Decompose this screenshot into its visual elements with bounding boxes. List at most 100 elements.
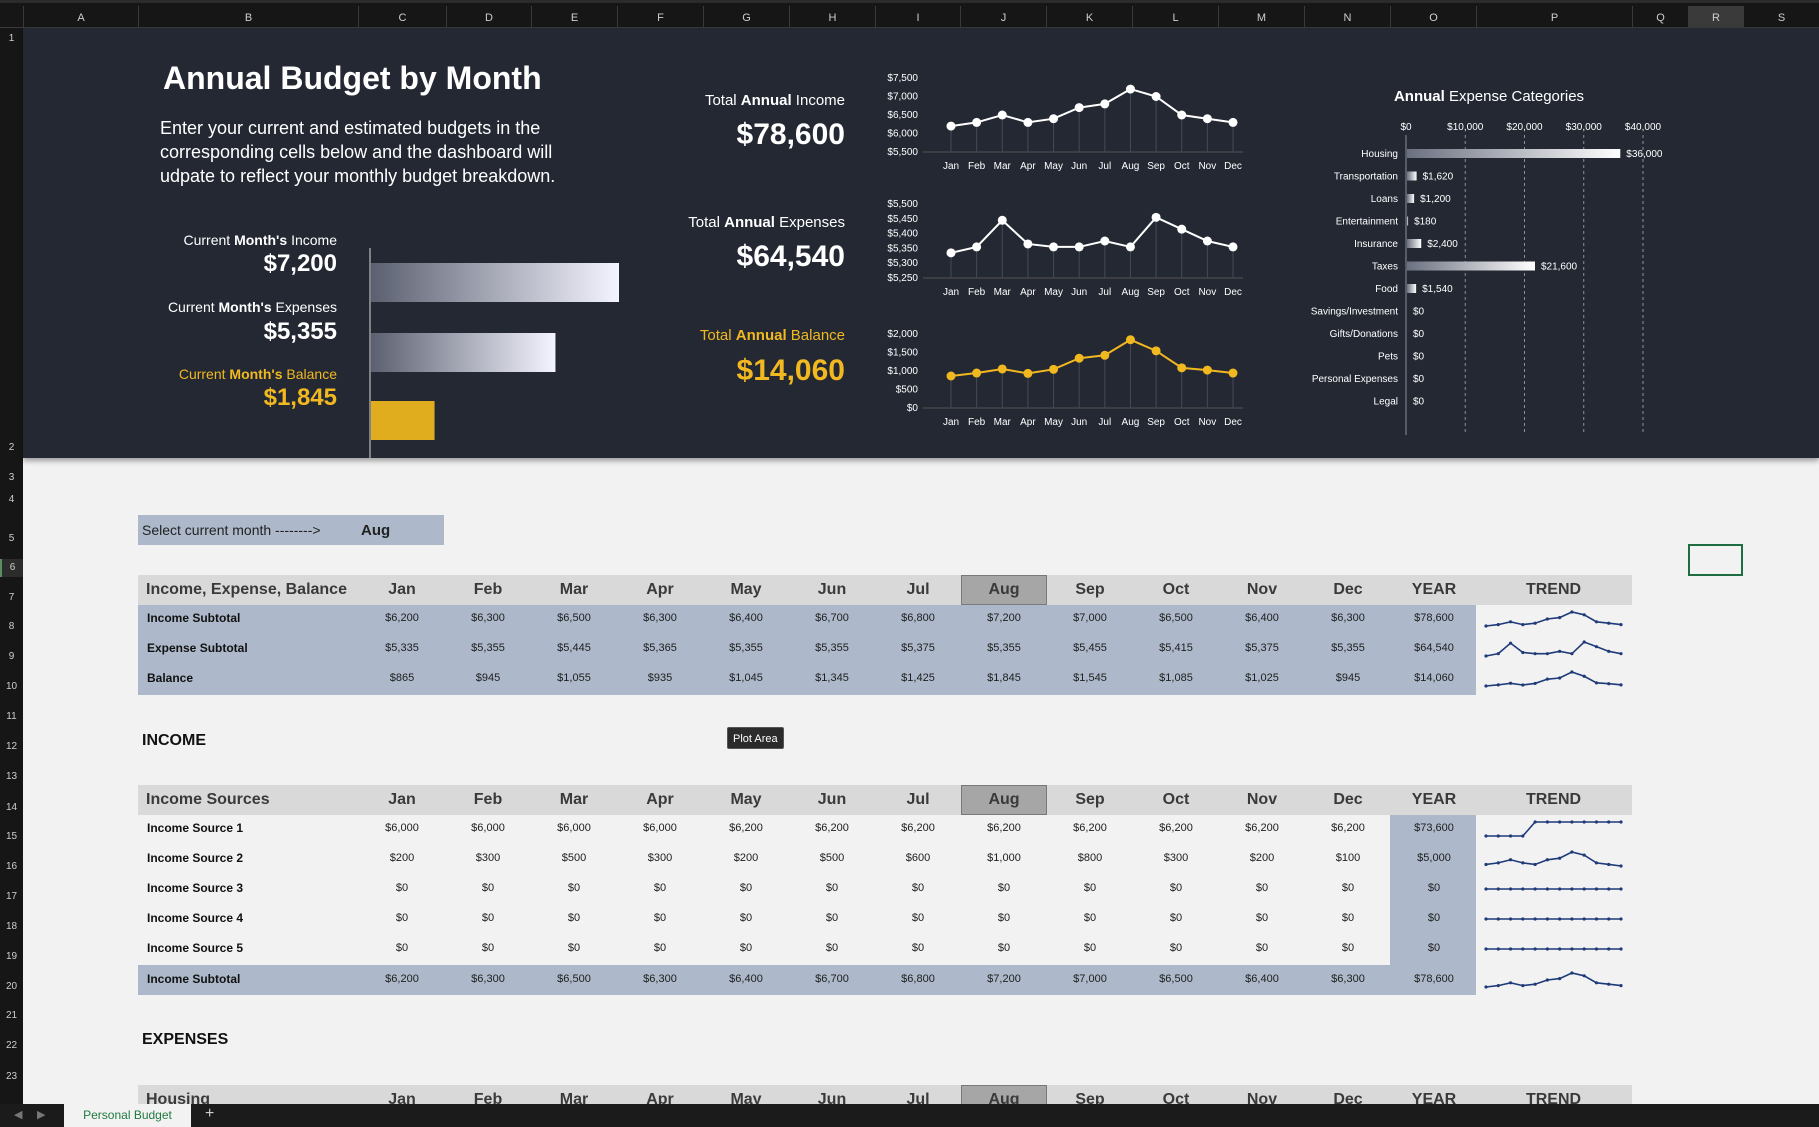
summary-cell[interactable]: $6,300	[471, 612, 505, 624]
summary-cell[interactable]: $1,545	[1073, 672, 1107, 684]
summary-cell[interactable]: $6,500	[1159, 612, 1193, 624]
income-cell[interactable]: $0	[739, 882, 753, 894]
row-header-5[interactable]: 5	[8, 533, 15, 544]
income-cell[interactable]: $0	[481, 882, 495, 894]
data-point[interactable]	[1151, 212, 1161, 222]
summary-cell[interactable]: $6,300	[1331, 612, 1365, 624]
income-line-chart[interactable]: $7,500 $7,000 $6,500 $6,000 $5,500 Jan Feb Mar A…	[848, 70, 1268, 200]
income-cell[interactable]: $300	[647, 852, 673, 864]
income-cell[interactable]: $0	[1255, 882, 1269, 894]
summary-cell[interactable]: $6,400	[729, 612, 763, 624]
row-header-23[interactable]: 23	[5, 1071, 18, 1082]
income-cell[interactable]: $0	[1341, 912, 1355, 924]
income-cell[interactable]: $0	[395, 882, 409, 894]
row-header-7[interactable]: 7	[8, 592, 15, 603]
income-cell[interactable]: $0	[739, 942, 753, 954]
data-point[interactable]	[1125, 242, 1135, 252]
income-cell[interactable]: $0	[1083, 882, 1097, 894]
add-sheet-button[interactable]: +	[205, 1105, 215, 1122]
expenses-line-chart[interactable]: $5,500 $5,450 $5,400 $5,350 $5,300 $5,250 Jan F…	[848, 196, 1268, 326]
income-cell[interactable]: $6,200	[729, 822, 763, 834]
income-cell[interactable]: $0	[1255, 912, 1269, 924]
data-point[interactable]	[1049, 242, 1059, 252]
income-cell[interactable]: $0	[395, 912, 409, 924]
income-cell[interactable]: $200	[389, 852, 415, 864]
row-header-8[interactable]: 8	[8, 621, 15, 632]
row-header-14[interactable]: 14	[5, 802, 18, 813]
data-point[interactable]	[946, 371, 956, 381]
income-cell[interactable]: $0	[653, 942, 667, 954]
income-cell[interactable]: $300	[475, 852, 501, 864]
summary-cell[interactable]: $7,200	[987, 612, 1021, 624]
data-point[interactable]	[946, 248, 956, 258]
column-header-P[interactable]: P	[1476, 6, 1632, 30]
income-subtotal-cell[interactable]: $6,500	[1159, 973, 1193, 985]
summary-cell[interactable]: $7,000	[1073, 612, 1107, 624]
income-cell[interactable]: $800	[1077, 852, 1103, 864]
data-point[interactable]	[1100, 236, 1110, 246]
data-point[interactable]	[1228, 242, 1238, 252]
summary-cell[interactable]: $945	[1335, 672, 1361, 684]
income-subtotal-year-cell[interactable]: $78,600	[1414, 973, 1454, 985]
column-header-O[interactable]: O	[1390, 6, 1476, 30]
income-cell[interactable]: $6,200	[1331, 822, 1365, 834]
data-point[interactable]	[1202, 114, 1212, 124]
column-header-J[interactable]: J	[960, 6, 1046, 30]
income-cell[interactable]: $0	[653, 912, 667, 924]
summary-cell[interactable]: $935	[647, 672, 673, 684]
income-cell[interactable]: $0	[1341, 882, 1355, 894]
summary-cell[interactable]: $6,700	[815, 612, 849, 624]
income-subtotal-cell[interactable]: $6,200	[385, 973, 419, 985]
column-header-Q[interactable]: Q	[1632, 6, 1688, 30]
category-bar[interactable]	[1407, 171, 1417, 181]
column-header-H[interactable]: H	[789, 6, 875, 30]
row-header-10[interactable]: 10	[5, 681, 18, 692]
data-point[interactable]	[997, 364, 1007, 374]
summary-cell[interactable]: $6,200	[385, 612, 419, 624]
summary-year-cell[interactable]: $64,540	[1414, 642, 1454, 654]
income-cell[interactable]: $0	[997, 882, 1011, 894]
income-cell[interactable]: $100	[1335, 852, 1361, 864]
income-cell[interactable]: $6,000	[643, 822, 677, 834]
column-header-B[interactable]: B	[138, 6, 358, 30]
current-bar-0[interactable]	[371, 263, 619, 302]
summary-cell[interactable]: $5,355	[815, 642, 849, 654]
column-header-L[interactable]: L	[1132, 6, 1218, 30]
column-header-D[interactable]: D	[446, 6, 531, 30]
data-point[interactable]	[997, 110, 1007, 120]
summary-cell[interactable]: $6,500	[557, 612, 591, 624]
income-cell[interactable]: $0	[739, 912, 753, 924]
income-cell[interactable]: $0	[997, 912, 1011, 924]
income-subtotal-cell[interactable]: $7,200	[987, 973, 1021, 985]
summary-cell[interactable]: $5,335	[385, 642, 419, 654]
income-cell[interactable]: $6,000	[385, 822, 419, 834]
data-point[interactable]	[972, 242, 982, 252]
income-cell[interactable]: $6,200	[815, 822, 849, 834]
balance-line-chart[interactable]: $2,000 $1,500 $1,000 $500 $0 Jan Feb Mar Apr May J…	[848, 326, 1268, 456]
income-cell[interactable]: $0	[653, 882, 667, 894]
income-subtotal-cell[interactable]: $6,300	[643, 973, 677, 985]
column-header-N[interactable]: N	[1304, 6, 1390, 30]
income-year-cell[interactable]: $0	[1427, 912, 1441, 924]
data-point[interactable]	[1049, 364, 1059, 374]
data-point[interactable]	[1177, 363, 1187, 373]
income-cell[interactable]: $0	[481, 942, 495, 954]
row-header-6[interactable]: 6	[0, 559, 23, 577]
active-cell-cursor[interactable]	[1688, 544, 1743, 576]
income-cell[interactable]: $6,200	[1159, 822, 1193, 834]
row-header-20[interactable]: 20	[5, 981, 18, 992]
summary-cell[interactable]: $6,400	[1245, 612, 1279, 624]
data-point[interactable]	[1074, 353, 1084, 363]
data-point[interactable]	[1125, 84, 1135, 94]
data-point[interactable]	[1202, 236, 1212, 246]
income-year-cell[interactable]: $5,000	[1417, 852, 1451, 864]
column-header-R[interactable]: R	[1688, 6, 1743, 30]
category-bar[interactable]	[1407, 284, 1417, 293]
row-header-2[interactable]: 2	[8, 442, 15, 453]
income-cell[interactable]: $0	[567, 882, 581, 894]
income-cell[interactable]: $0	[481, 912, 495, 924]
income-subtotal-cell[interactable]: $6,400	[729, 973, 763, 985]
income-cell[interactable]: $1,000	[987, 852, 1021, 864]
category-bar[interactable]	[1407, 239, 1422, 248]
row-header-21[interactable]: 21	[5, 1010, 18, 1021]
